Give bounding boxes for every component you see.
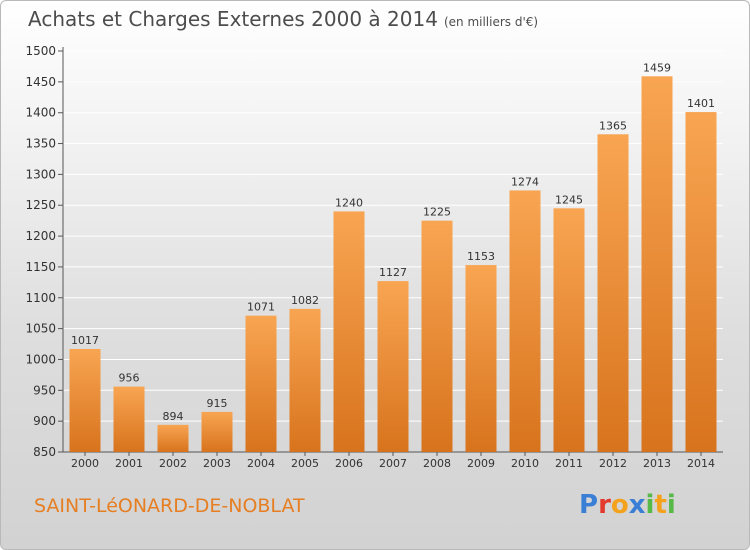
bar	[333, 211, 365, 452]
x-tick-label: 2009	[467, 457, 495, 470]
y-tick-label: 950	[33, 383, 56, 397]
bar	[597, 134, 629, 453]
data-labels: 1017 956 894 915 1071 1082 1240 1127 1225 1153 127…	[71, 61, 715, 423]
data-label: 1245	[555, 193, 583, 206]
y-tick-label: 1400	[25, 106, 56, 120]
data-label: 956	[119, 372, 140, 385]
data-label: 1365	[599, 119, 627, 132]
data-label: 1071	[247, 301, 275, 314]
y-tick-label: 1450	[25, 75, 56, 89]
title-text: Achats et Charges Externes 2000 à 2014	[28, 7, 438, 31]
city-name: SAINT-LéONARD-DE-NOBLAT	[34, 495, 305, 517]
y-tick-labels: 850 900 950 1000 1050 1100 1150 1200 1250 1300 135…	[25, 44, 56, 459]
x-tick-label: 2013	[643, 457, 671, 470]
bar	[157, 424, 189, 452]
chart-title: Achats et Charges Externes 2000 à 2014 (e…	[28, 7, 538, 31]
y-tick-label: 1350	[25, 137, 56, 151]
bar	[201, 411, 233, 452]
y-tick-label: 900	[33, 414, 56, 428]
x-tick-label: 2006	[335, 457, 363, 470]
x-tick-label: 2008	[423, 457, 451, 470]
logo-letter: P	[579, 490, 599, 520]
data-label: 1017	[71, 334, 99, 347]
y-tick-label: 1150	[25, 260, 56, 274]
bar	[685, 112, 717, 453]
data-label: 1153	[467, 250, 495, 263]
bar	[421, 220, 453, 452]
bar	[465, 265, 497, 452]
logo-letter: x	[628, 490, 646, 520]
logo-letter: i	[645, 490, 655, 520]
y-tick-label: 1500	[25, 44, 56, 58]
data-label: 915	[207, 397, 228, 410]
bar	[289, 308, 321, 452]
x-tick-label: 2001	[115, 457, 143, 470]
bars	[69, 76, 717, 453]
bar	[509, 190, 541, 452]
logo-letter: i	[666, 490, 676, 520]
logo-letter: r	[598, 490, 611, 520]
data-label: 1459	[643, 61, 671, 74]
logo-letter: o	[610, 490, 629, 520]
y-tick-label: 1000	[25, 352, 56, 366]
proxiti-logo[interactable]: Proxiti	[579, 490, 676, 520]
logo-letter: t	[654, 490, 667, 520]
x-tick-label: 2014	[687, 457, 715, 470]
bar	[553, 208, 585, 452]
y-tick-label: 1200	[25, 229, 56, 243]
bar	[641, 76, 673, 452]
data-label: 1240	[335, 196, 363, 209]
x-tick-label: 2002	[159, 457, 187, 470]
x-tick-label: 2010	[511, 457, 539, 470]
x-tick-label: 2000	[71, 457, 99, 470]
y-tick-label: 1050	[25, 322, 56, 336]
x-tick-label: 2011	[555, 457, 583, 470]
data-label: 1127	[379, 266, 407, 279]
bar	[245, 315, 277, 452]
x-tick-label: 2012	[599, 457, 627, 470]
data-label: 1274	[511, 175, 539, 188]
y-tick-label: 1250	[25, 198, 56, 212]
x-tick-label: 2005	[291, 457, 319, 470]
y-tick-label: 850	[33, 445, 56, 459]
data-label: 1401	[687, 97, 715, 110]
bar	[113, 386, 145, 452]
unit-note: (en milliers d'€)	[443, 15, 539, 29]
x-tick-label: 2003	[203, 457, 231, 470]
data-label: 1082	[291, 294, 319, 307]
bar	[69, 348, 101, 452]
x-tick-label: 2007	[379, 457, 407, 470]
y-tick-label: 1300	[25, 167, 56, 181]
data-label: 894	[163, 410, 184, 423]
data-label: 1225	[423, 206, 451, 219]
y-tick-label: 1100	[25, 291, 56, 305]
x-tick-label: 2004	[247, 457, 275, 470]
bar	[377, 281, 409, 452]
x-tick-labels: 2000 2001 2002 2003 2004 2005 2006 2007 2008 2009…	[71, 457, 715, 470]
